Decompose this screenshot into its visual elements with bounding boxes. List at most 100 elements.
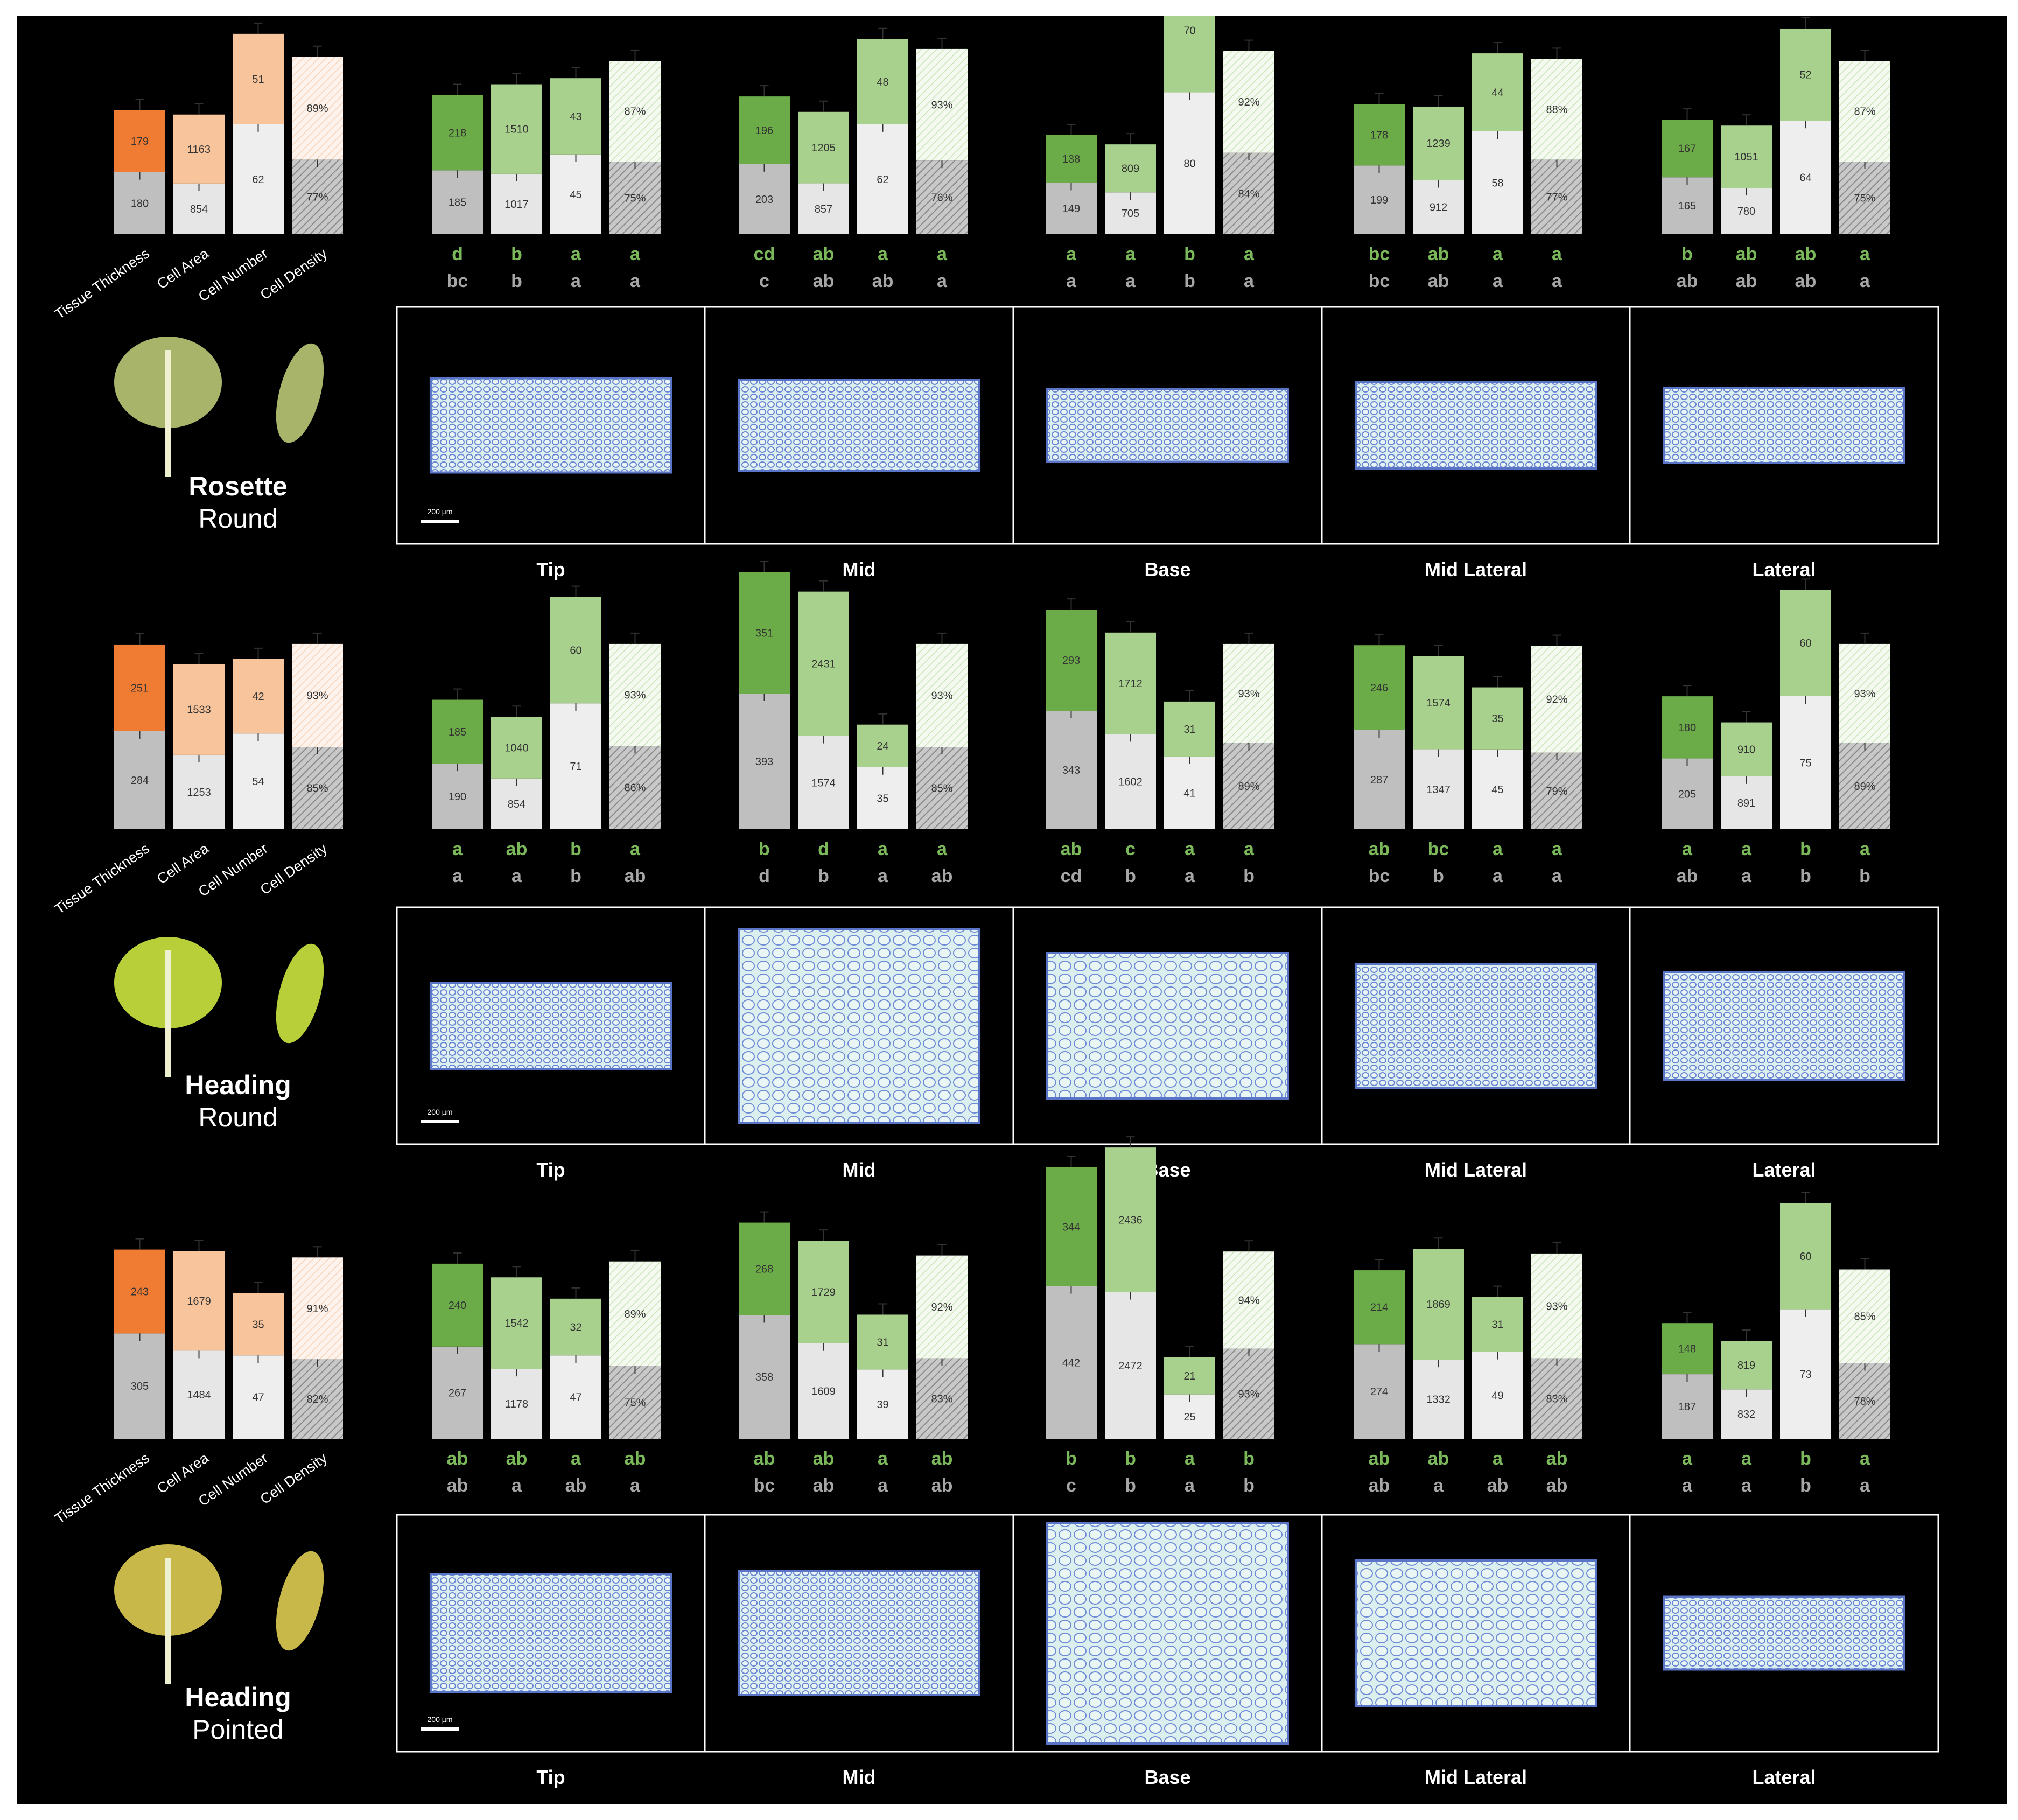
region-2-bar-bottom [1046,1286,1097,1439]
region-4-bar-bottom [1662,758,1713,829]
region-1-value-bottom: 203 [755,194,773,206]
whole-leaf-value-bottom: 1484 [187,1389,211,1401]
region-2-value-top: 1712 [1118,678,1143,690]
significance-letter-top: a [1682,839,1693,859]
scale-bar-label: 200 µm [428,507,453,516]
significance-letter-bottom: b [1125,866,1136,886]
leaf-side-view [276,943,324,1044]
region-1-value-top: 351 [755,627,773,639]
significance-letter-bottom: a [1552,271,1562,291]
region-2-bar-top [1046,610,1097,711]
region-4-value-top: 85% [1854,1311,1875,1323]
region-1-value-top: 93% [931,690,952,702]
region-2-value-top: 21 [1183,1370,1195,1382]
significance-letter-bottom: a [1433,1475,1444,1496]
region-0-value-top: 32 [570,1322,581,1334]
region-2-bar-bottom [1046,711,1097,829]
region-0-bar-top [550,597,601,704]
whole-leaf-bar-top [233,33,284,124]
region-0-value-top: 1040 [504,743,529,754]
whole-leaf-bar-bottom [173,754,225,829]
region-4-bar-top [1839,61,1890,162]
significance-letter-top: b [1125,1448,1136,1469]
region-3-value-top: 214 [1370,1302,1388,1314]
region-3-bar-top [1413,106,1464,180]
region-3-bar-top [1354,1270,1405,1345]
significance-letter-top: b [759,839,770,859]
region-0-value-bottom: 75% [624,1397,646,1409]
region-4-value-bottom: 73 [1799,1369,1811,1381]
region-3-value-bottom: 58 [1491,177,1503,189]
whole-leaf-bar-bottom [233,124,284,234]
region-0-value-bottom: 267 [449,1387,466,1399]
region-1-value-bottom: 1574 [811,777,836,789]
significance-letter-top: a [1125,244,1136,264]
significance-letter-bottom: ab [625,866,646,886]
region-0-bar-top [550,1298,601,1356]
region-4-value-top: 93% [1854,688,1875,700]
region-3-value-top: 246 [1370,682,1388,694]
region-2-value-bottom: 84% [1238,188,1259,200]
region-1-value-bottom: 62 [877,174,888,186]
whole-leaf-bar-top [292,1257,343,1360]
region-1-bar-top [739,1222,790,1315]
region-2-bar-top [1223,643,1274,743]
region-0-bar-top [432,699,483,764]
region-2-bar-bottom [1164,756,1215,829]
significance-letter-top: ab [1369,1448,1390,1469]
region-4-bar-bottom [1780,696,1831,829]
region-0-value-top: 93% [624,690,646,702]
significance-letter-top: a [630,839,641,859]
significance-letter-top: a [1860,1448,1870,1469]
significance-letter-top: a [630,244,641,264]
significance-letter-top: ab [506,1448,528,1469]
whole-leaf-bar-bottom [173,183,225,234]
region-1-value-top: 196 [755,125,773,137]
region-0-bar-bottom [609,162,661,234]
significance-letter-bottom: b [1800,1475,1811,1496]
significance-letter-top: a [878,244,888,264]
significance-letter-top: a [571,1448,581,1469]
significance-letter-top: a [878,839,888,859]
significance-letter-bottom: bc [1369,866,1390,886]
region-2-value-top: 93% [1238,688,1259,700]
region-2-value-bottom: 93% [1238,1388,1259,1400]
region-3-bar-top [1472,687,1523,750]
region-3-bar-bottom [1413,749,1464,829]
region-1-value-bottom: 358 [755,1371,773,1383]
region-0-bar-bottom [609,1366,661,1439]
region-4-value-bottom: 832 [1737,1409,1755,1420]
significance-letter-bottom: a [1552,866,1562,886]
significance-letter-bottom: c [1066,1475,1076,1496]
region-3-value-bottom: 274 [1370,1386,1388,1398]
region-3-bar-top [1472,1297,1523,1352]
whole-leaf-value-top: 93% [306,690,328,702]
significance-letter-top: b [1681,244,1693,264]
region-4-bar-bottom [1839,743,1890,829]
region-4-bar-top [1662,1323,1713,1375]
region-1-bar-top [916,1255,968,1359]
region-0-bar-bottom [550,1355,601,1439]
whole-leaf-bar-bottom [233,1355,284,1439]
region-4-value-bottom: 187 [1678,1401,1696,1413]
significance-letter-top: ab [1369,839,1390,859]
tissue-section [429,1573,672,1693]
region-4-value-bottom: 64 [1799,172,1811,184]
region-0-bar-bottom [491,1369,542,1439]
significance-letter-top: ab [1428,1448,1449,1469]
tissue-section [1046,952,1289,1100]
region-0-bar-top [609,1261,661,1366]
region-4-value-top: 87% [1854,106,1875,118]
significance-letter-top: a [1244,244,1255,264]
scale-bar-label: 200 µm [428,1715,453,1724]
whole-leaf-value-top: 89% [306,103,328,115]
region-0-bar-top [609,61,661,162]
region-0-value-top: 185 [449,726,466,738]
region-3-value-bottom: 287 [1370,774,1388,786]
region-0-value-bottom: 75% [624,193,646,205]
whole-leaf-value-bottom: 62 [252,174,264,186]
significance-letter-bottom: a [1741,866,1752,886]
region-4-bar-top [1839,643,1890,743]
significance-letter-top: a [1860,244,1870,264]
region-0-bar-top [491,717,542,779]
